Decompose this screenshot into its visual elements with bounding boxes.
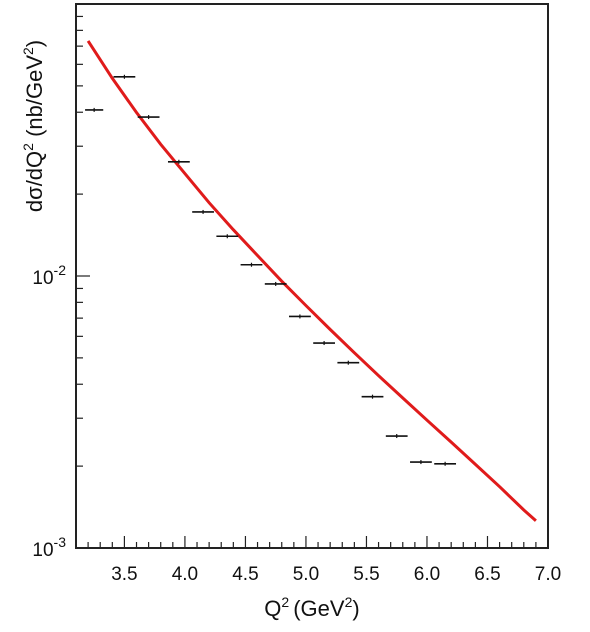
y-axis-title: dσ/dQ2 (nb/GeV2) — [20, 40, 47, 212]
x-axis-title: Q2 (GeV2) — [264, 594, 359, 621]
y-tick-label: 10-2 — [32, 262, 66, 289]
x-tick-label: 4.5 — [232, 564, 258, 585]
x-tick-label: 5.0 — [293, 564, 319, 585]
x-tick-label: 3.5 — [111, 564, 137, 585]
fit-curve — [86, 40, 537, 522]
x-tick-label: 7.0 — [535, 564, 561, 585]
data-points-layer — [85, 74, 457, 466]
x-tick-label: 5.5 — [353, 564, 379, 585]
tick-labels-layer: 3.5 4.0 4.5 5.0 5.5 6.0 6.5 7.0 10-2 10-3 — [32, 262, 561, 585]
y-tick-label: 10-3 — [32, 534, 66, 561]
x-tick-label: 4.0 — [172, 564, 198, 585]
x-tick-label: 6.0 — [414, 564, 440, 585]
fit-curve-layer — [86, 40, 537, 522]
x-tick-label: 6.5 — [474, 564, 500, 585]
axis-ticks — [75, 15, 549, 549]
